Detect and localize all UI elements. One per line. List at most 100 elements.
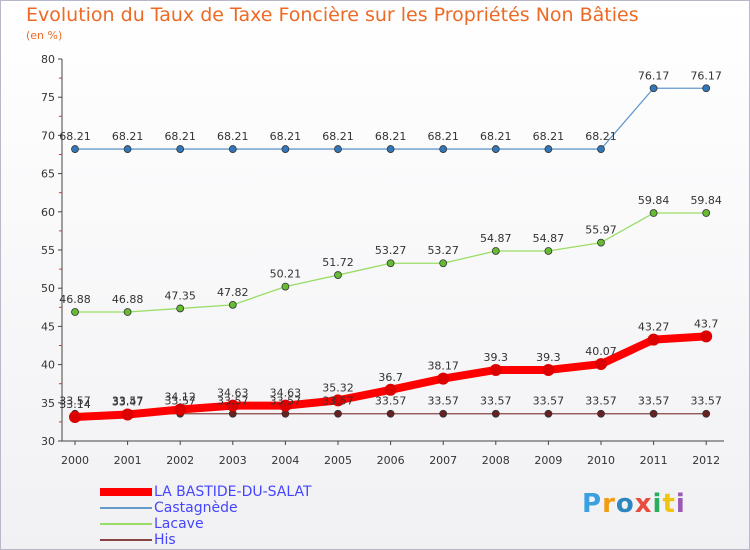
y-tick-label: 70 bbox=[41, 129, 55, 142]
data-label: 54.87 bbox=[480, 232, 512, 245]
data-point bbox=[384, 383, 397, 396]
data-label: 38.17 bbox=[427, 360, 459, 373]
data-point bbox=[71, 145, 79, 153]
data-point bbox=[437, 372, 450, 385]
data-label: 76.17 bbox=[638, 69, 670, 82]
data-label: 76.17 bbox=[690, 69, 722, 82]
data-label: 59.84 bbox=[638, 194, 670, 207]
data-label: 68.21 bbox=[112, 130, 144, 143]
chart-title: Evolution du Taux de Taxe Foncière sur l… bbox=[26, 4, 639, 26]
data-point bbox=[71, 308, 79, 316]
data-label: 33.57 bbox=[427, 395, 459, 408]
data-point bbox=[491, 409, 500, 418]
logo-letter: i bbox=[675, 489, 686, 519]
data-point bbox=[332, 394, 344, 407]
data-point bbox=[228, 145, 237, 153]
y-tick-label: 45 bbox=[41, 320, 55, 333]
data-point bbox=[700, 330, 713, 343]
data-label: 33.57 bbox=[533, 395, 565, 408]
data-point bbox=[597, 409, 605, 418]
x-tick-label: 2005 bbox=[324, 454, 352, 467]
legend-label: Lacave bbox=[154, 516, 204, 532]
data-label: 68.21 bbox=[480, 130, 512, 143]
data-point bbox=[281, 145, 290, 153]
data-label: 33.57 bbox=[112, 395, 144, 408]
data-point bbox=[69, 411, 81, 424]
data-point bbox=[597, 238, 605, 247]
y-tick-label: 30 bbox=[41, 435, 55, 448]
x-tick-label: 2006 bbox=[377, 454, 405, 467]
data-label: 34.12 bbox=[164, 391, 196, 404]
data-point bbox=[439, 409, 448, 418]
data-point bbox=[702, 84, 711, 93]
x-tick-label: 2001 bbox=[114, 454, 142, 467]
data-label: 53.27 bbox=[427, 244, 459, 257]
data-label: 33.57 bbox=[270, 395, 302, 408]
legend-swatch bbox=[100, 539, 152, 541]
y-tick-label: 80 bbox=[41, 53, 55, 66]
data-point bbox=[489, 363, 502, 376]
data-label: 39.3 bbox=[484, 351, 509, 364]
x-tick-label: 2004 bbox=[271, 454, 299, 467]
data-point bbox=[123, 145, 132, 153]
data-label: 46.88 bbox=[112, 293, 144, 306]
data-label: 39.3 bbox=[536, 351, 561, 364]
data-label: 33.14 bbox=[59, 398, 91, 411]
data-label: 55.97 bbox=[585, 224, 617, 237]
data-point bbox=[334, 409, 342, 418]
data-point bbox=[176, 145, 185, 153]
data-label: 33.47 bbox=[112, 395, 144, 408]
data-point bbox=[702, 409, 711, 418]
data-point bbox=[647, 333, 660, 346]
y-tick-label: 55 bbox=[41, 244, 55, 257]
legend-label: Castagnède bbox=[154, 500, 238, 516]
data-point bbox=[121, 408, 134, 421]
data-point bbox=[491, 145, 500, 153]
data-label: 50.21 bbox=[270, 268, 302, 281]
data-point bbox=[386, 409, 395, 418]
data-label: 33.57 bbox=[322, 395, 354, 408]
y-tick-label: 35 bbox=[41, 397, 55, 410]
data-point bbox=[595, 358, 607, 371]
data-point bbox=[542, 363, 555, 376]
data-point bbox=[544, 409, 553, 418]
data-label: 33.57 bbox=[217, 395, 249, 408]
data-label: 46.88 bbox=[59, 293, 91, 306]
data-label: 68.21 bbox=[217, 130, 249, 143]
data-point bbox=[439, 145, 448, 153]
data-label: 34.63 bbox=[270, 387, 302, 400]
legend-label: His bbox=[154, 532, 176, 548]
y-tick-label: 50 bbox=[41, 282, 55, 295]
legend-swatch bbox=[100, 523, 152, 525]
data-label: 33.57 bbox=[690, 395, 722, 408]
legend-swatch bbox=[100, 507, 152, 509]
y-tick-label: 60 bbox=[41, 206, 55, 219]
data-point bbox=[226, 399, 239, 412]
data-point bbox=[649, 84, 658, 93]
data-label: 47.82 bbox=[217, 286, 249, 299]
data-point bbox=[491, 247, 500, 255]
data-point bbox=[544, 145, 553, 153]
legend-label: LA BASTIDE-DU-SALAT bbox=[154, 484, 312, 500]
logo-letter: t bbox=[662, 489, 676, 519]
x-tick-label: 2010 bbox=[587, 454, 615, 467]
y-tick-label: 40 bbox=[41, 359, 55, 372]
y-tick-label: 75 bbox=[41, 91, 55, 104]
data-label: 68.21 bbox=[533, 130, 565, 143]
data-label: 68.21 bbox=[585, 130, 617, 143]
data-label: 68.21 bbox=[164, 130, 196, 143]
data-point bbox=[649, 409, 658, 418]
x-tick-label: 2007 bbox=[429, 454, 457, 467]
data-label: 33.57 bbox=[59, 395, 91, 408]
data-label: 54.87 bbox=[533, 232, 565, 245]
data-point bbox=[334, 145, 342, 153]
data-label: 47.35 bbox=[164, 289, 196, 302]
data-label: 40.07 bbox=[585, 345, 617, 358]
data-label: 33.57 bbox=[480, 395, 512, 408]
data-label: 59.84 bbox=[690, 194, 722, 207]
data-label: 68.21 bbox=[270, 130, 302, 143]
logo-letter: P bbox=[582, 489, 603, 519]
legend-swatch bbox=[100, 488, 152, 496]
logo-letter: x bbox=[634, 489, 653, 519]
